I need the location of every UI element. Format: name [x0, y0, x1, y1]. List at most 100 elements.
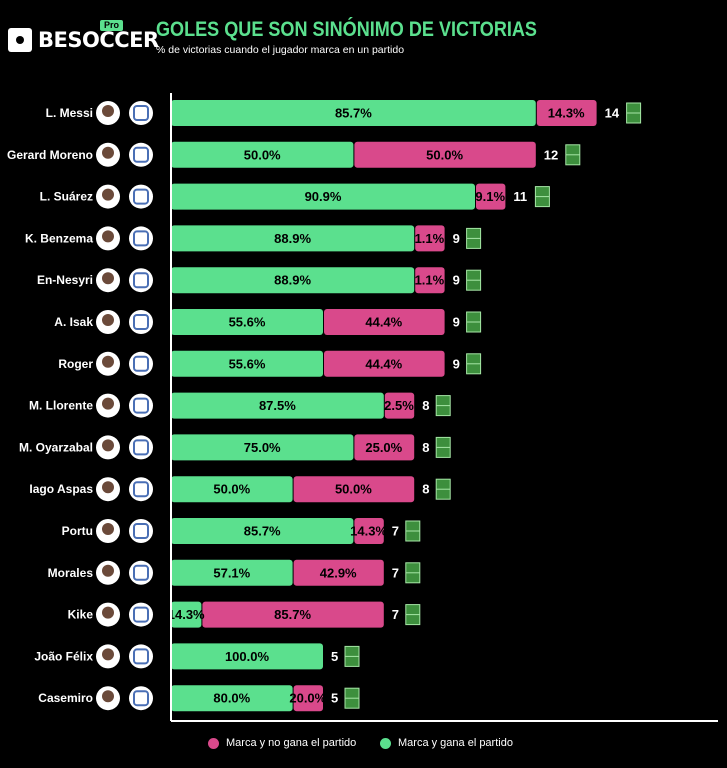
- bar-no-win-label: 50.0%: [426, 147, 463, 162]
- club-crest-shape-icon: [133, 648, 149, 665]
- bar-no-win-label: 42.9%: [320, 565, 357, 580]
- brand-pro-badge: Pro: [100, 20, 124, 31]
- bar-no-win-label: 14.3%: [350, 524, 387, 539]
- club-crest-icon: [129, 519, 153, 543]
- bar-win: [171, 267, 415, 294]
- bar-win-label: 88.9%: [274, 273, 311, 288]
- player-face-icon: [102, 105, 114, 117]
- player-name-label: M. Llorente: [29, 399, 93, 413]
- legend-swatch-no-win: [208, 737, 219, 749]
- bar-win: [171, 183, 475, 210]
- total-goals-label: 9: [453, 315, 460, 330]
- player-name-label: L. Suárez: [40, 190, 93, 204]
- legend-label-win: Marca y gana el partido: [398, 737, 513, 749]
- player-face-icon: [102, 606, 114, 619]
- bar-win-label: 57.1%: [213, 565, 250, 580]
- total-goals-label: 9: [453, 231, 460, 246]
- chart-title: GOLES QUE SON SINÓNIMO DE VICTORIAS: [156, 18, 537, 41]
- bar-win-label: 50.0%: [213, 482, 250, 497]
- player-name-label: K. Benzema: [25, 231, 93, 245]
- bar-win-label: 88.9%: [274, 231, 311, 246]
- player-face-icon: [102, 355, 114, 368]
- club-crest-shape-icon: [133, 564, 149, 581]
- besoccer-badge-icon: [8, 28, 32, 52]
- bar-no-win: [415, 225, 445, 252]
- bar-win-label: 75.0%: [244, 440, 281, 455]
- bar-no-win-label: 1.1%: [415, 273, 445, 288]
- club-crest-icon: [129, 393, 153, 418]
- club-crest-shape-icon: [133, 439, 149, 456]
- total-goals-label: 5: [331, 649, 338, 664]
- total-goals-label: 14: [605, 106, 620, 121]
- bar-win-label: 55.6%: [229, 315, 266, 330]
- total-goals-label: 9: [453, 356, 460, 371]
- total-goals-label: 8: [422, 482, 429, 497]
- bar-win: [171, 559, 293, 586]
- bar-win: [171, 685, 293, 712]
- bar-no-win: [354, 434, 415, 461]
- bar-no-win: [476, 183, 506, 210]
- club-crest-shape-icon: [133, 272, 149, 289]
- player-face-icon: [102, 314, 114, 326]
- club-crest-shape-icon: [133, 606, 149, 623]
- club-crest-icon: [129, 351, 153, 376]
- player-face-icon: [102, 397, 114, 410]
- bar-win: [171, 392, 384, 419]
- player-name-label: Casemiro: [38, 691, 93, 705]
- bar-win: [171, 518, 354, 544]
- bar-win-label: 85.7%: [244, 524, 281, 539]
- club-crest-icon: [129, 602, 153, 627]
- bar-win: [171, 643, 323, 670]
- bar-no-win: [536, 100, 597, 126]
- legend-label-no-win: Marca y no gana el partido: [226, 737, 357, 749]
- bar-win: [171, 225, 415, 252]
- bar-no-win-label: 50.0%: [335, 482, 372, 497]
- player-name-label: Portu: [62, 524, 93, 538]
- bar-no-win: [293, 476, 415, 503]
- bar-no-win: [415, 267, 445, 294]
- club-crest-shape-icon: [133, 355, 149, 372]
- bar-win-label: 55.6%: [229, 356, 266, 371]
- total-goals-label: 11: [513, 189, 527, 204]
- club-crest-icon: [129, 477, 153, 502]
- besoccer-logo: BESOCCER Pro: [8, 20, 159, 56]
- club-crest-shape-icon: [133, 481, 149, 498]
- player-name-label: L. Messi: [46, 106, 93, 120]
- bar-no-win: [354, 141, 536, 168]
- bar-no-win-label: 85.7%: [274, 607, 311, 622]
- total-goals-label: 9: [453, 273, 460, 288]
- player-name-label: A. Isak: [54, 315, 93, 329]
- legend-item-win: Marca y gana el partido: [380, 737, 513, 749]
- total-goals-label: 7: [392, 524, 399, 539]
- stacked-bar-chart: L. Messi 85.7% 14.3% 14 Gerard Moreno 50.0% 50…: [7, 93, 718, 722]
- bar-no-win-label: 20.0%: [289, 691, 326, 706]
- player-name-label: M. Oyarzabal: [19, 440, 93, 454]
- bar-no-win-label: 14.3%: [548, 106, 585, 121]
- bar-win: [171, 601, 202, 628]
- legend-swatch-win: [380, 737, 391, 749]
- player-face-icon: [102, 230, 114, 243]
- total-goals-label: 7: [392, 565, 399, 580]
- player-face-icon: [102, 648, 114, 661]
- bar-win: [171, 100, 536, 126]
- bar-no-win: [293, 559, 384, 586]
- total-goals-label: 8: [422, 398, 429, 413]
- bar-no-win: [324, 309, 445, 335]
- total-goals-label: 7: [392, 607, 399, 622]
- total-goals-label: 8: [422, 440, 429, 455]
- bar-no-win-label: 9.1%: [475, 189, 505, 204]
- club-crest-icon: [129, 226, 153, 251]
- bar-no-win: [354, 518, 384, 544]
- bar-no-win-label: 1.1%: [415, 231, 445, 246]
- total-goals-label: 12: [544, 147, 558, 162]
- bar-no-win: [324, 350, 445, 377]
- player-face-icon: [102, 523, 114, 535]
- player-name-label: Morales: [48, 566, 94, 580]
- bar-no-win: [384, 392, 415, 419]
- bar-win-label: 50.0%: [244, 147, 281, 162]
- club-crest-shape-icon: [133, 690, 149, 707]
- bar-win: [171, 309, 323, 335]
- bar-win: [171, 476, 293, 503]
- bar-win-label: 87.5%: [259, 398, 296, 413]
- club-crest-shape-icon: [133, 314, 149, 330]
